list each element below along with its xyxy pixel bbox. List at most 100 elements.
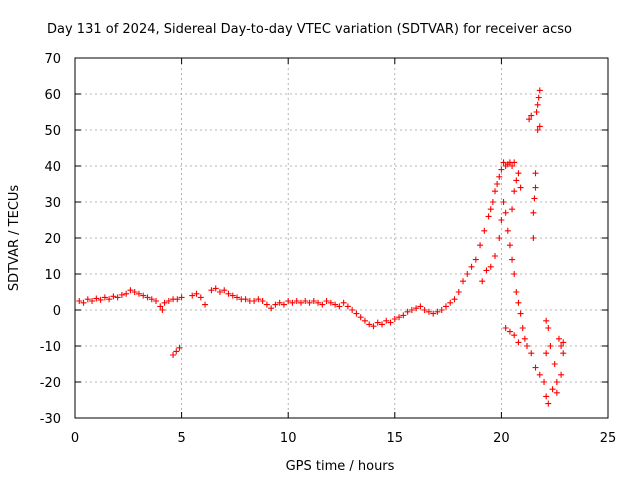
data-point: [170, 352, 177, 358]
data-point: [509, 206, 516, 213]
data-point: [216, 289, 223, 295]
y-tick-label: 20: [44, 232, 61, 247]
data-point: [353, 310, 360, 317]
data-point: [523, 343, 530, 349]
grid: [75, 58, 608, 418]
data-point: [487, 206, 494, 213]
data-point: [285, 298, 292, 304]
data-point: [543, 317, 550, 324]
data-point: [519, 325, 526, 331]
data-point: [442, 303, 449, 310]
data-point: [229, 292, 236, 299]
data-point: [417, 303, 424, 310]
data-point: [408, 307, 415, 313]
data-point: [511, 332, 518, 339]
chart-title: Day 131 of 2024, Sidereal Day-to-day VTE…: [47, 22, 572, 37]
data-point: [547, 343, 554, 349]
data-point: [506, 242, 513, 249]
data-point: [534, 127, 541, 133]
data-point: [123, 290, 130, 297]
data-point: [174, 296, 181, 303]
data-point: [212, 285, 219, 292]
data-point: [374, 319, 381, 326]
data-point: [502, 209, 509, 216]
data-point: [93, 295, 100, 302]
data-points: [76, 87, 567, 407]
data-point: [189, 292, 196, 299]
data-point: [280, 301, 287, 308]
data-point: [477, 242, 484, 249]
data-point: [545, 325, 552, 331]
data-point: [131, 289, 138, 295]
data-point: [517, 310, 524, 317]
data-point: [413, 305, 420, 312]
data-point: [531, 195, 538, 202]
data-point: [106, 296, 113, 303]
data-point: [536, 87, 543, 94]
data-point: [340, 299, 347, 306]
x-tick-label: 0: [71, 431, 79, 446]
data-point: [242, 296, 249, 303]
data-point: [532, 170, 539, 177]
data-point: [135, 290, 142, 297]
data-point: [425, 308, 432, 315]
data-point: [534, 101, 541, 108]
y-axis-label: SDTVAR / TECUs: [7, 185, 22, 292]
data-point: [541, 379, 548, 385]
data-point: [366, 321, 373, 328]
data-point: [344, 303, 351, 310]
data-point: [532, 364, 539, 371]
data-point: [89, 298, 96, 304]
data-point: [553, 389, 560, 396]
data-point: [421, 307, 428, 313]
data-point: [297, 299, 304, 306]
data-point: [370, 323, 377, 330]
data-point: [472, 256, 479, 263]
data-point: [492, 188, 499, 195]
data-point: [533, 109, 540, 115]
data-point: [494, 181, 501, 187]
data-point: [509, 256, 516, 263]
x-tick-label: 15: [387, 431, 404, 446]
data-point: [511, 159, 518, 166]
data-point: [498, 217, 505, 223]
x-tick-label: 20: [493, 431, 510, 446]
plot-frame: [74, 57, 609, 419]
data-point: [387, 319, 394, 326]
data-point: [332, 301, 339, 308]
data-point: [511, 271, 518, 277]
data-point: [496, 173, 503, 180]
data-point: [530, 235, 537, 241]
y-tick-label: 70: [44, 52, 61, 67]
data-point: [268, 305, 275, 312]
data-point: [447, 299, 454, 306]
data-point: [148, 296, 155, 303]
y-tick-label: -10: [40, 340, 61, 355]
data-point: [197, 294, 204, 301]
data-point: [430, 310, 437, 317]
data-point: [302, 298, 309, 304]
data-point: [176, 344, 183, 351]
data-point: [481, 227, 488, 234]
data-point: [517, 184, 524, 191]
data-point: [528, 350, 535, 357]
x-axis-label: GPS time / hours: [286, 459, 395, 474]
data-point: [76, 298, 83, 304]
data-point: [404, 308, 411, 315]
data-point: [153, 298, 160, 304]
y-tick-label: -20: [40, 376, 61, 391]
data-point: [558, 343, 565, 349]
data-point: [504, 227, 511, 234]
data-point: [118, 291, 125, 298]
data-point: [127, 287, 134, 294]
data-point: [455, 289, 462, 295]
data-point: [509, 163, 516, 169]
y-tick-label: 10: [44, 268, 61, 283]
data-point: [144, 294, 151, 301]
data-point: [528, 112, 535, 119]
x-tick-label: 25: [600, 431, 617, 446]
data-point: [80, 299, 87, 306]
data-point: [357, 314, 364, 321]
data-point: [553, 379, 560, 385]
